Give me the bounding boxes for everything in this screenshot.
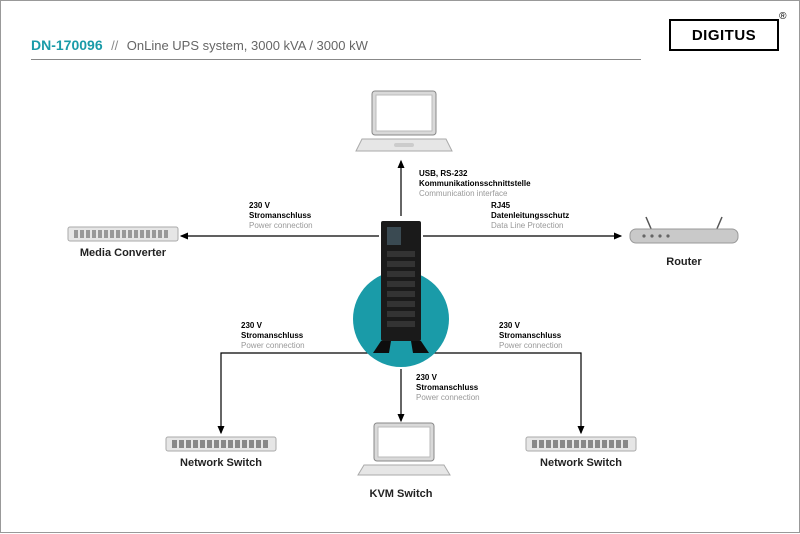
network-switch-left-node: Network Switch (161, 435, 281, 469)
router-icon (624, 217, 744, 252)
network-switch-right-icon (526, 435, 636, 453)
conn-label-br: 230 V Stromanschluss Power connection (499, 321, 563, 351)
router-label: Router (619, 256, 749, 268)
network-switch-right-node: Network Switch (521, 435, 641, 469)
kvm-switch-icon (356, 421, 446, 486)
media-converter-icon (68, 225, 178, 243)
media-converter-label: Media Converter (63, 247, 183, 259)
media-converter-node: Media Converter (63, 225, 183, 259)
conn-label-bc: 230 V Stromanschluss Power connection (416, 373, 480, 403)
page-frame: DN-170096 // OnLine UPS system, 3000 kVA… (0, 0, 800, 533)
network-switch-left-label: Network Switch (161, 457, 281, 469)
network-switch-right-label: Network Switch (521, 457, 641, 469)
kvm-switch-node: KVM Switch (353, 421, 449, 500)
conn-label-usb: USB, RS-232 Kommunikationsschnittstelle … (419, 169, 531, 199)
network-switch-left-icon (166, 435, 276, 453)
kvm-switch-label: KVM Switch (353, 488, 449, 500)
conn-label-left: 230 V Stromanschluss Power connection (249, 201, 313, 231)
ups-device-icon (379, 221, 423, 353)
router-node: Router (619, 217, 749, 268)
conn-label-bl: 230 V Stromanschluss Power connection (241, 321, 305, 351)
laptop-top-icon (353, 89, 449, 160)
conn-label-rj45: RJ45 Datenleitungsschutz Data Line Prote… (491, 201, 569, 231)
